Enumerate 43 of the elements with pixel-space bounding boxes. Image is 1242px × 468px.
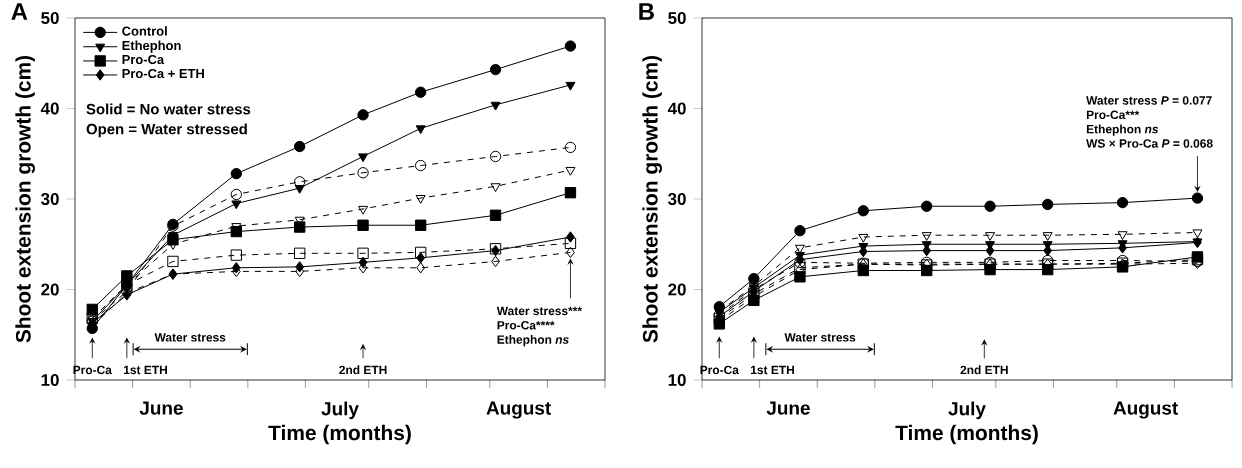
legend-label: Pro-Ca <box>122 54 165 65</box>
annotation: Water stress P = 0.077 <box>1086 96 1212 105</box>
annotation: Solid = No water stress <box>86 103 251 115</box>
annotation: Water stress <box>784 333 856 342</box>
y-tick-label: 10 <box>668 374 686 386</box>
annotation: 2nd ETH <box>960 365 1008 375</box>
y-tick-label: 10 <box>41 374 59 386</box>
y-tick-label: 50 <box>668 12 686 24</box>
legend-label: Ethephon <box>122 40 181 53</box>
x-tick-label: July <box>948 401 986 420</box>
annotation: 1st ETH <box>751 365 794 375</box>
y-tick-label: 30 <box>668 193 686 206</box>
y-tick-label: 50 <box>41 12 59 24</box>
y-tick-label: 20 <box>41 283 59 296</box>
chart-title: B <box>639 3 654 20</box>
y-axis-title: Shoot extension growth (cm) <box>642 55 662 343</box>
annotation: 2nd ETH <box>339 365 387 375</box>
annotation: WS × Pro-Ca P = 0.068 <box>1086 139 1213 148</box>
chart-title: A <box>11 3 28 20</box>
legend-label: Pro-Ca + ETH <box>122 68 204 79</box>
annotation: Ethephon ns <box>497 335 569 347</box>
y-axis-title: Shoot extension growth (cm) <box>15 55 35 343</box>
y-tick-label: 30 <box>40 193 59 206</box>
annotation: Pro-Ca**** <box>497 321 555 330</box>
x-tick-label: August <box>1113 401 1178 419</box>
annotation: Pro-Ca*** <box>1086 110 1140 120</box>
annotation: Pro-Ca <box>73 365 112 375</box>
x-tick-label: June <box>139 401 183 415</box>
x-tick-label: August <box>486 401 551 419</box>
x-tick-label: June <box>766 401 810 415</box>
annotation: 1st ETH <box>124 365 167 375</box>
legend-label: Control <box>122 26 167 36</box>
x-axis-title: Time (months) <box>895 424 1038 445</box>
y-tick-label: 40 <box>667 102 686 115</box>
x-axis-title: Time (months) <box>268 424 411 445</box>
annotation: Pro-Ca <box>700 365 739 375</box>
annotation: Open = Water stressed <box>86 123 247 138</box>
x-tick-label: July <box>321 401 359 420</box>
annotation: Water stress*** <box>496 306 583 316</box>
annotation: Ethephon ns <box>1086 124 1159 136</box>
annotation: Water stress <box>154 333 226 342</box>
y-tick-label: 20 <box>668 283 686 296</box>
y-tick-label: 40 <box>40 102 59 115</box>
